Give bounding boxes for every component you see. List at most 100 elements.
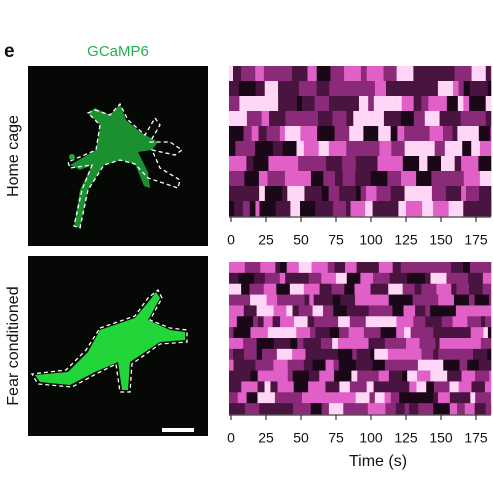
heatmap-texture xyxy=(469,81,489,97)
heatmap-texture xyxy=(458,81,464,97)
heatmap-texture xyxy=(386,327,397,339)
heatmap-texture xyxy=(296,96,303,112)
heatmap-texture xyxy=(233,327,251,339)
heatmap-texture xyxy=(325,156,343,172)
heatmap-texture xyxy=(349,126,364,142)
heatmap-texture xyxy=(485,96,492,112)
heatmap-texture xyxy=(235,141,244,157)
heatmap-texture xyxy=(263,66,279,82)
heatmap-texture xyxy=(372,359,386,371)
heatmap-texture xyxy=(437,81,454,97)
heatmap-texture xyxy=(409,403,419,415)
heatmap-texture xyxy=(390,186,405,202)
heatmap-texture xyxy=(337,348,348,361)
heatmap-texture xyxy=(392,305,404,317)
heatmap-texture xyxy=(434,381,450,393)
heatmap-texture xyxy=(387,348,405,361)
heatmap-texture xyxy=(368,338,375,350)
heatmap-texture xyxy=(482,283,492,295)
heatmap-texture xyxy=(233,359,252,371)
heatmap-texture xyxy=(259,186,266,202)
heatmap-texture xyxy=(448,348,461,361)
heatmap-texture xyxy=(435,338,440,350)
heatmap-texture xyxy=(463,171,481,187)
x-tick-label: 50 xyxy=(293,430,309,446)
heatmap-texture xyxy=(334,370,352,382)
heatmap-texture xyxy=(327,171,336,187)
heatmap-texture xyxy=(456,283,470,295)
heatmap-texture xyxy=(485,316,492,328)
heatmap-texture xyxy=(344,283,355,295)
heatmap-texture xyxy=(389,272,408,285)
heatmap-texture xyxy=(244,370,251,382)
heatmap-texture xyxy=(319,370,335,382)
heatmap-texture xyxy=(311,262,329,274)
heatmap-texture xyxy=(403,81,418,97)
heatmap-texture xyxy=(479,186,492,202)
image-title: GCaMP6 xyxy=(87,43,149,60)
heatmap-texture xyxy=(480,338,491,350)
heatmap-texture xyxy=(249,283,265,295)
heatmap-texture xyxy=(406,338,420,350)
heatmap-texture xyxy=(374,348,389,361)
heatmap-texture xyxy=(293,381,309,393)
heatmap-texture xyxy=(278,66,293,82)
heatmap-texture xyxy=(453,81,459,97)
heatmap-texture xyxy=(374,338,386,350)
heatmap-texture xyxy=(431,186,447,202)
heatmap-texture xyxy=(292,348,306,361)
heatmap-texture xyxy=(329,327,340,339)
heatmap-texture xyxy=(328,141,347,157)
heatmap-texture xyxy=(292,305,300,317)
heatmap-texture xyxy=(243,338,257,350)
heatmap-texture xyxy=(476,201,492,217)
heatmap-texture xyxy=(319,283,332,295)
heatmap-texture xyxy=(439,262,452,274)
heatmap-texture xyxy=(339,381,351,393)
x-tick-label: 125 xyxy=(394,232,418,248)
heatmap-texture xyxy=(309,156,327,172)
heatmap-texture xyxy=(366,381,374,393)
scale-bar xyxy=(162,428,194,432)
heatmap-texture xyxy=(339,186,346,202)
heatmap-texture xyxy=(298,81,309,97)
heatmap-texture xyxy=(244,171,260,187)
x-tick-label: 75 xyxy=(328,430,344,446)
heatmap-texture xyxy=(257,316,264,328)
heatmap-texture xyxy=(389,316,397,328)
heatmap-texture xyxy=(333,201,347,217)
heatmap-texture xyxy=(378,381,393,393)
heatmap-texture xyxy=(314,96,330,112)
heatmap-texture xyxy=(273,359,284,371)
heatmap-texture xyxy=(268,156,286,172)
heatmap-texture xyxy=(328,96,343,112)
heatmap-texture xyxy=(388,294,407,306)
heatmap-texture xyxy=(380,327,387,339)
heatmap-texture xyxy=(286,141,297,157)
heatmap-texture xyxy=(440,305,457,317)
heatmap-texture xyxy=(457,126,473,142)
heatmap-texture xyxy=(367,294,373,306)
heatmap-texture xyxy=(254,141,274,157)
heatmap-texture xyxy=(229,186,246,202)
heatmap-texture xyxy=(302,392,316,404)
heatmap-texture xyxy=(272,316,281,328)
heatmap-texture xyxy=(345,262,357,274)
heatmap-texture xyxy=(325,316,339,328)
heatmap-texture xyxy=(277,403,294,415)
heatmap-texture xyxy=(422,66,439,82)
heatmap-texture xyxy=(250,294,267,306)
heatmap-texture xyxy=(229,81,240,97)
heatmap-texture xyxy=(257,381,265,393)
heatmap-texture xyxy=(287,186,305,202)
heatmap-texture xyxy=(467,316,482,328)
heatmap-texture xyxy=(256,338,275,350)
heatmap-texture xyxy=(465,392,471,404)
heatmap-texture xyxy=(352,348,357,361)
heatmap-texture xyxy=(321,348,339,361)
heatmap-texture xyxy=(439,338,458,350)
heatmap-texture xyxy=(352,305,369,317)
heatmap-texture xyxy=(433,403,451,415)
heatmap-texture xyxy=(383,66,397,82)
heatmap-texture xyxy=(478,126,491,142)
